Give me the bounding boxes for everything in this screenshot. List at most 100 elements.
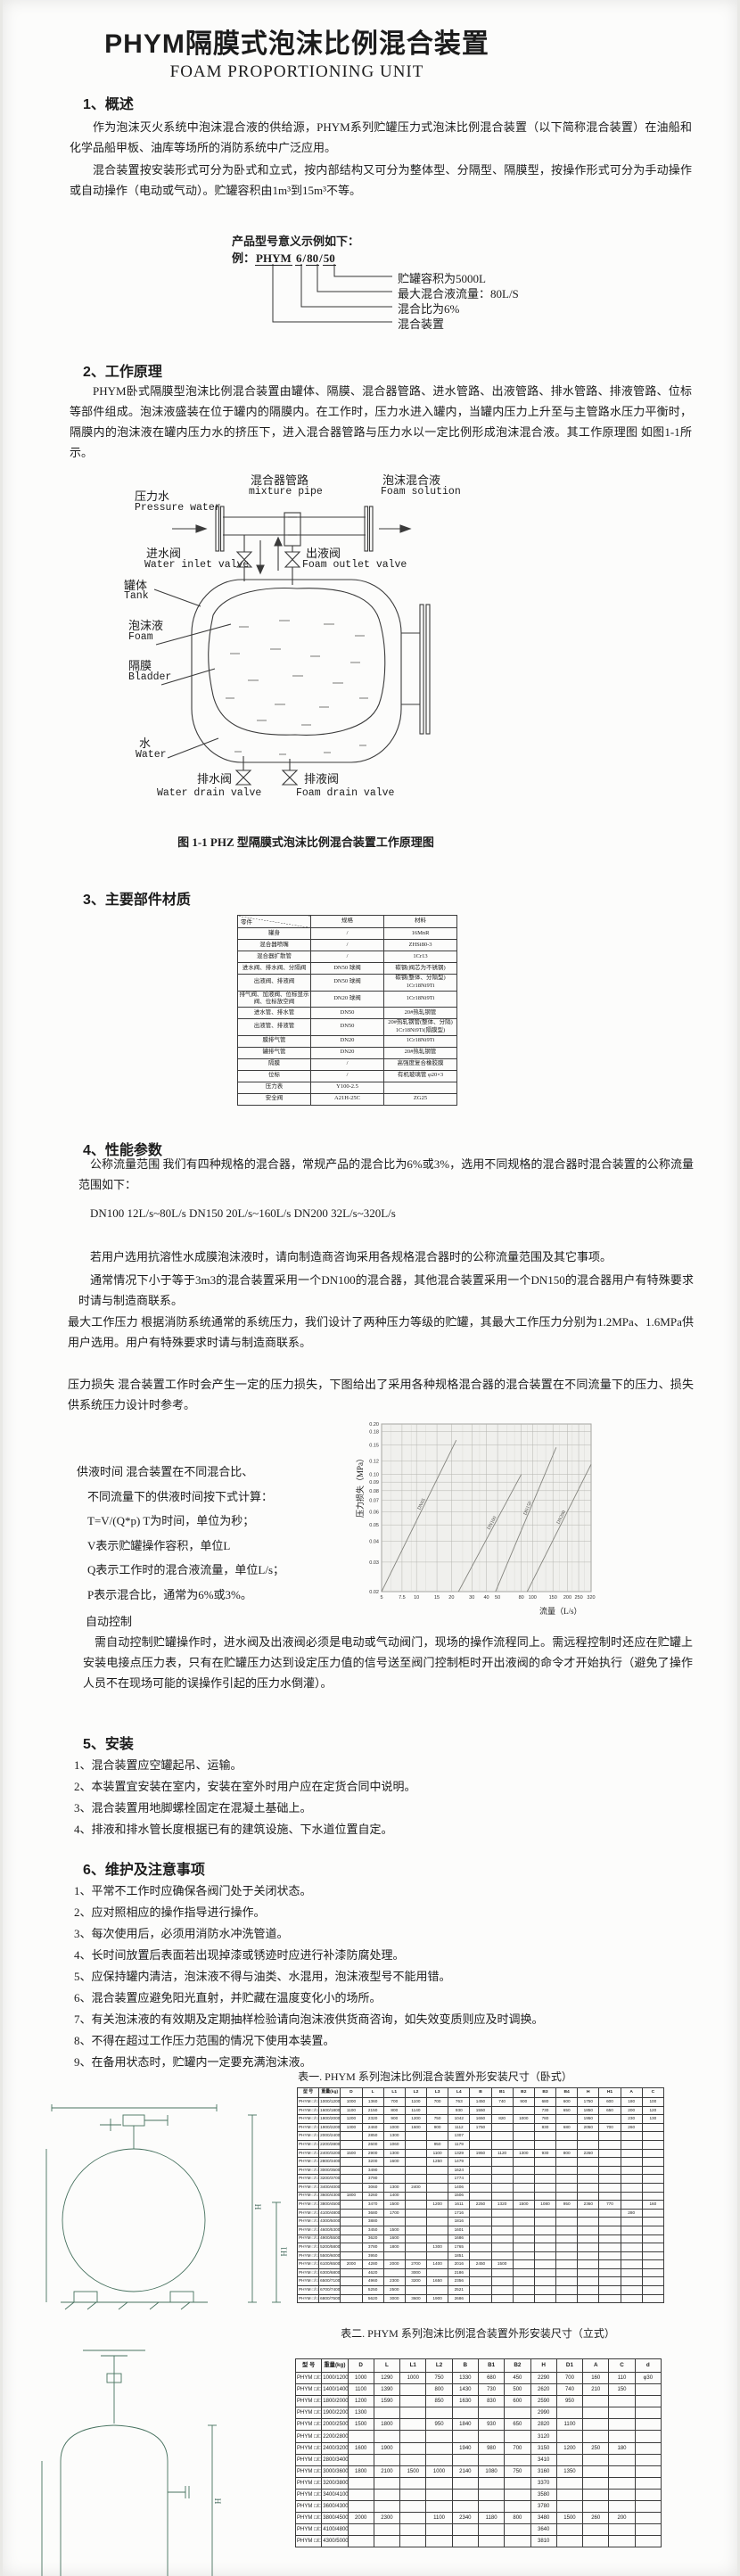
table-cell	[382, 2217, 406, 2226]
table-row: PHYM □/□/553200/3800 3370	[294, 2476, 662, 2490]
table-cell	[477, 2430, 506, 2443]
column-header: B4	[555, 2087, 579, 2098]
table-cell: 3620	[361, 2234, 384, 2244]
table-cell: 2820	[530, 2418, 557, 2432]
table-cell: 950	[555, 2200, 579, 2210]
table-cell	[512, 2251, 535, 2261]
table-row: PHYM □/□/101000/120010001290100075013306…	[294, 2371, 662, 2385]
table-cell	[620, 2131, 643, 2141]
table-cell	[555, 2114, 579, 2124]
table-cell	[620, 2200, 643, 2210]
table-cell: 160	[641, 2200, 665, 2210]
table-row: 隔膜 / 高强度复合橡胶膜	[237, 1058, 457, 1071]
section6-heading: 6、维护及注意事项	[83, 1863, 205, 1878]
table-cell	[620, 2139, 643, 2150]
table-cell: 1Cr13	[383, 951, 457, 963]
para-pressure-loss: 压力损失 混合装置工作时会产生一定的压力损失，下图给出了采用各种规格混合器的混合…	[68, 1378, 694, 1411]
table-cell	[641, 2285, 665, 2295]
horizontal-tank-drawing-svg	[45, 2104, 281, 2310]
maintenance-item: 5、应保持罐内清洁，泡沫液不得与油类、水混用，泡沫液型号不能用错。	[74, 1970, 451, 1983]
column-header: L2	[404, 2087, 428, 2098]
table-cell: 1100	[347, 2383, 374, 2397]
label-foam-solution-cn: 泡沫混合液	[382, 473, 441, 487]
table-cell: 730	[477, 2383, 506, 2397]
table-cell	[425, 2500, 453, 2514]
table-cell	[404, 2208, 428, 2218]
table-cell: 200	[620, 2105, 643, 2116]
table-cell	[469, 2225, 492, 2235]
table-row: 膜排气管 DN20 1Cr18Ni9Ti	[237, 1034, 457, 1048]
table-cell: 1200	[347, 2395, 374, 2408]
column-header: 材料	[383, 915, 457, 928]
table-cell: 950	[555, 2395, 584, 2408]
table-cell	[469, 2243, 492, 2252]
table-cell: 700	[504, 2441, 531, 2455]
table-cell: 1900/2200	[321, 2407, 349, 2420]
table-row: PHYM □/□/804300/5000 3810	[294, 2535, 662, 2548]
table-cell: 1500	[555, 2512, 584, 2525]
table-cell	[426, 2234, 449, 2244]
table-cell: 2000/2400	[318, 2131, 341, 2141]
table-row: PHYM □/□/151600/180011002150800114093015…	[296, 2105, 665, 2116]
table-cell	[512, 2285, 535, 2295]
table-cell	[469, 2182, 492, 2193]
table-cell	[634, 2465, 662, 2478]
table-cell	[634, 2488, 662, 2502]
table-cell	[641, 2131, 665, 2141]
table-cell: 100	[641, 2097, 665, 2107]
table-cell	[477, 2500, 506, 2514]
table-cell	[641, 2251, 665, 2261]
header-row: 零件 规格 材料	[237, 915, 457, 928]
auto-control-para: 需自动控制贮罐操作时，进水阀及出液阀必须是电动或气动阀门，现场的操作流程同上。需…	[83, 1635, 693, 1690]
table-cell: 2320	[361, 2114, 384, 2124]
table-cell: 6500/7100	[318, 2276, 341, 2287]
table-cell: PHYM □/□/65	[294, 2500, 323, 2514]
table-cell: 600	[598, 2097, 621, 2107]
column-header: D	[340, 2087, 363, 2098]
table-cell	[634, 2418, 662, 2432]
table-cell: 3200/3800	[321, 2476, 349, 2490]
table-cell: 750	[425, 2371, 453, 2385]
table-cell: 700	[598, 2122, 621, 2133]
table-cell	[340, 2251, 363, 2261]
table-cell: 1550	[469, 2105, 492, 2116]
table-cell	[598, 2225, 621, 2235]
table-cell: 3260	[361, 2191, 384, 2202]
table-cell: 1600	[382, 2157, 406, 2167]
materials-table: 零件 规格 材料 罐身/16MnR 混合器喷嘴 / ZHSi80-3 混合器扩散管/1Cr13…	[237, 915, 457, 1106]
table-cell: 1850	[577, 2105, 600, 2116]
table-row: 排气阀、加液阀、位标显示阀、位标放空阀 DN20 球阀 1Cr18Ni9Ti	[237, 990, 457, 1008]
table-cell	[347, 2523, 374, 2537]
install-list: 1、混合装置应空罐起吊、运输。 2、本装置宜安装在室内，安装在室外时用户应在定货…	[74, 1756, 693, 1841]
table-cell	[634, 2523, 662, 2537]
table-cell: 1Cr18Ni9Ti	[383, 990, 457, 1008]
table-cell	[555, 2523, 584, 2537]
table-cell	[382, 2165, 406, 2176]
table-cell	[425, 2453, 453, 2466]
table-cell	[641, 2217, 665, 2226]
table-row: 压力表 Y100-2.5	[237, 1081, 457, 1094]
table-cell	[490, 2293, 514, 2304]
table-cell	[620, 2182, 643, 2193]
table-cell: 700	[555, 2371, 584, 2385]
table-cell: PHYM □/□/150	[296, 2293, 320, 2304]
table-cell: 3790	[361, 2174, 384, 2184]
column-header: d	[634, 2358, 662, 2373]
table-cell	[512, 2208, 535, 2218]
table-cell	[426, 2267, 449, 2278]
table-cell	[477, 2535, 506, 2548]
table-cell: 800	[555, 2148, 579, 2159]
table-cell	[533, 2139, 557, 2150]
table-cell: 碳钢(整体、分隔型) 1Cr18Ni9Ti	[383, 974, 457, 992]
working-principle-diagram: 压力水 Pressure water 混合器管路 mixture pipe 泡沫…	[56, 471, 689, 827]
table-cell: 1400/1400	[321, 2383, 349, 2397]
table-cell	[620, 2191, 643, 2202]
table-cell: PHYM □/□/75	[294, 2523, 323, 2537]
table-cell	[608, 2395, 636, 2408]
table-cell	[555, 2285, 579, 2295]
